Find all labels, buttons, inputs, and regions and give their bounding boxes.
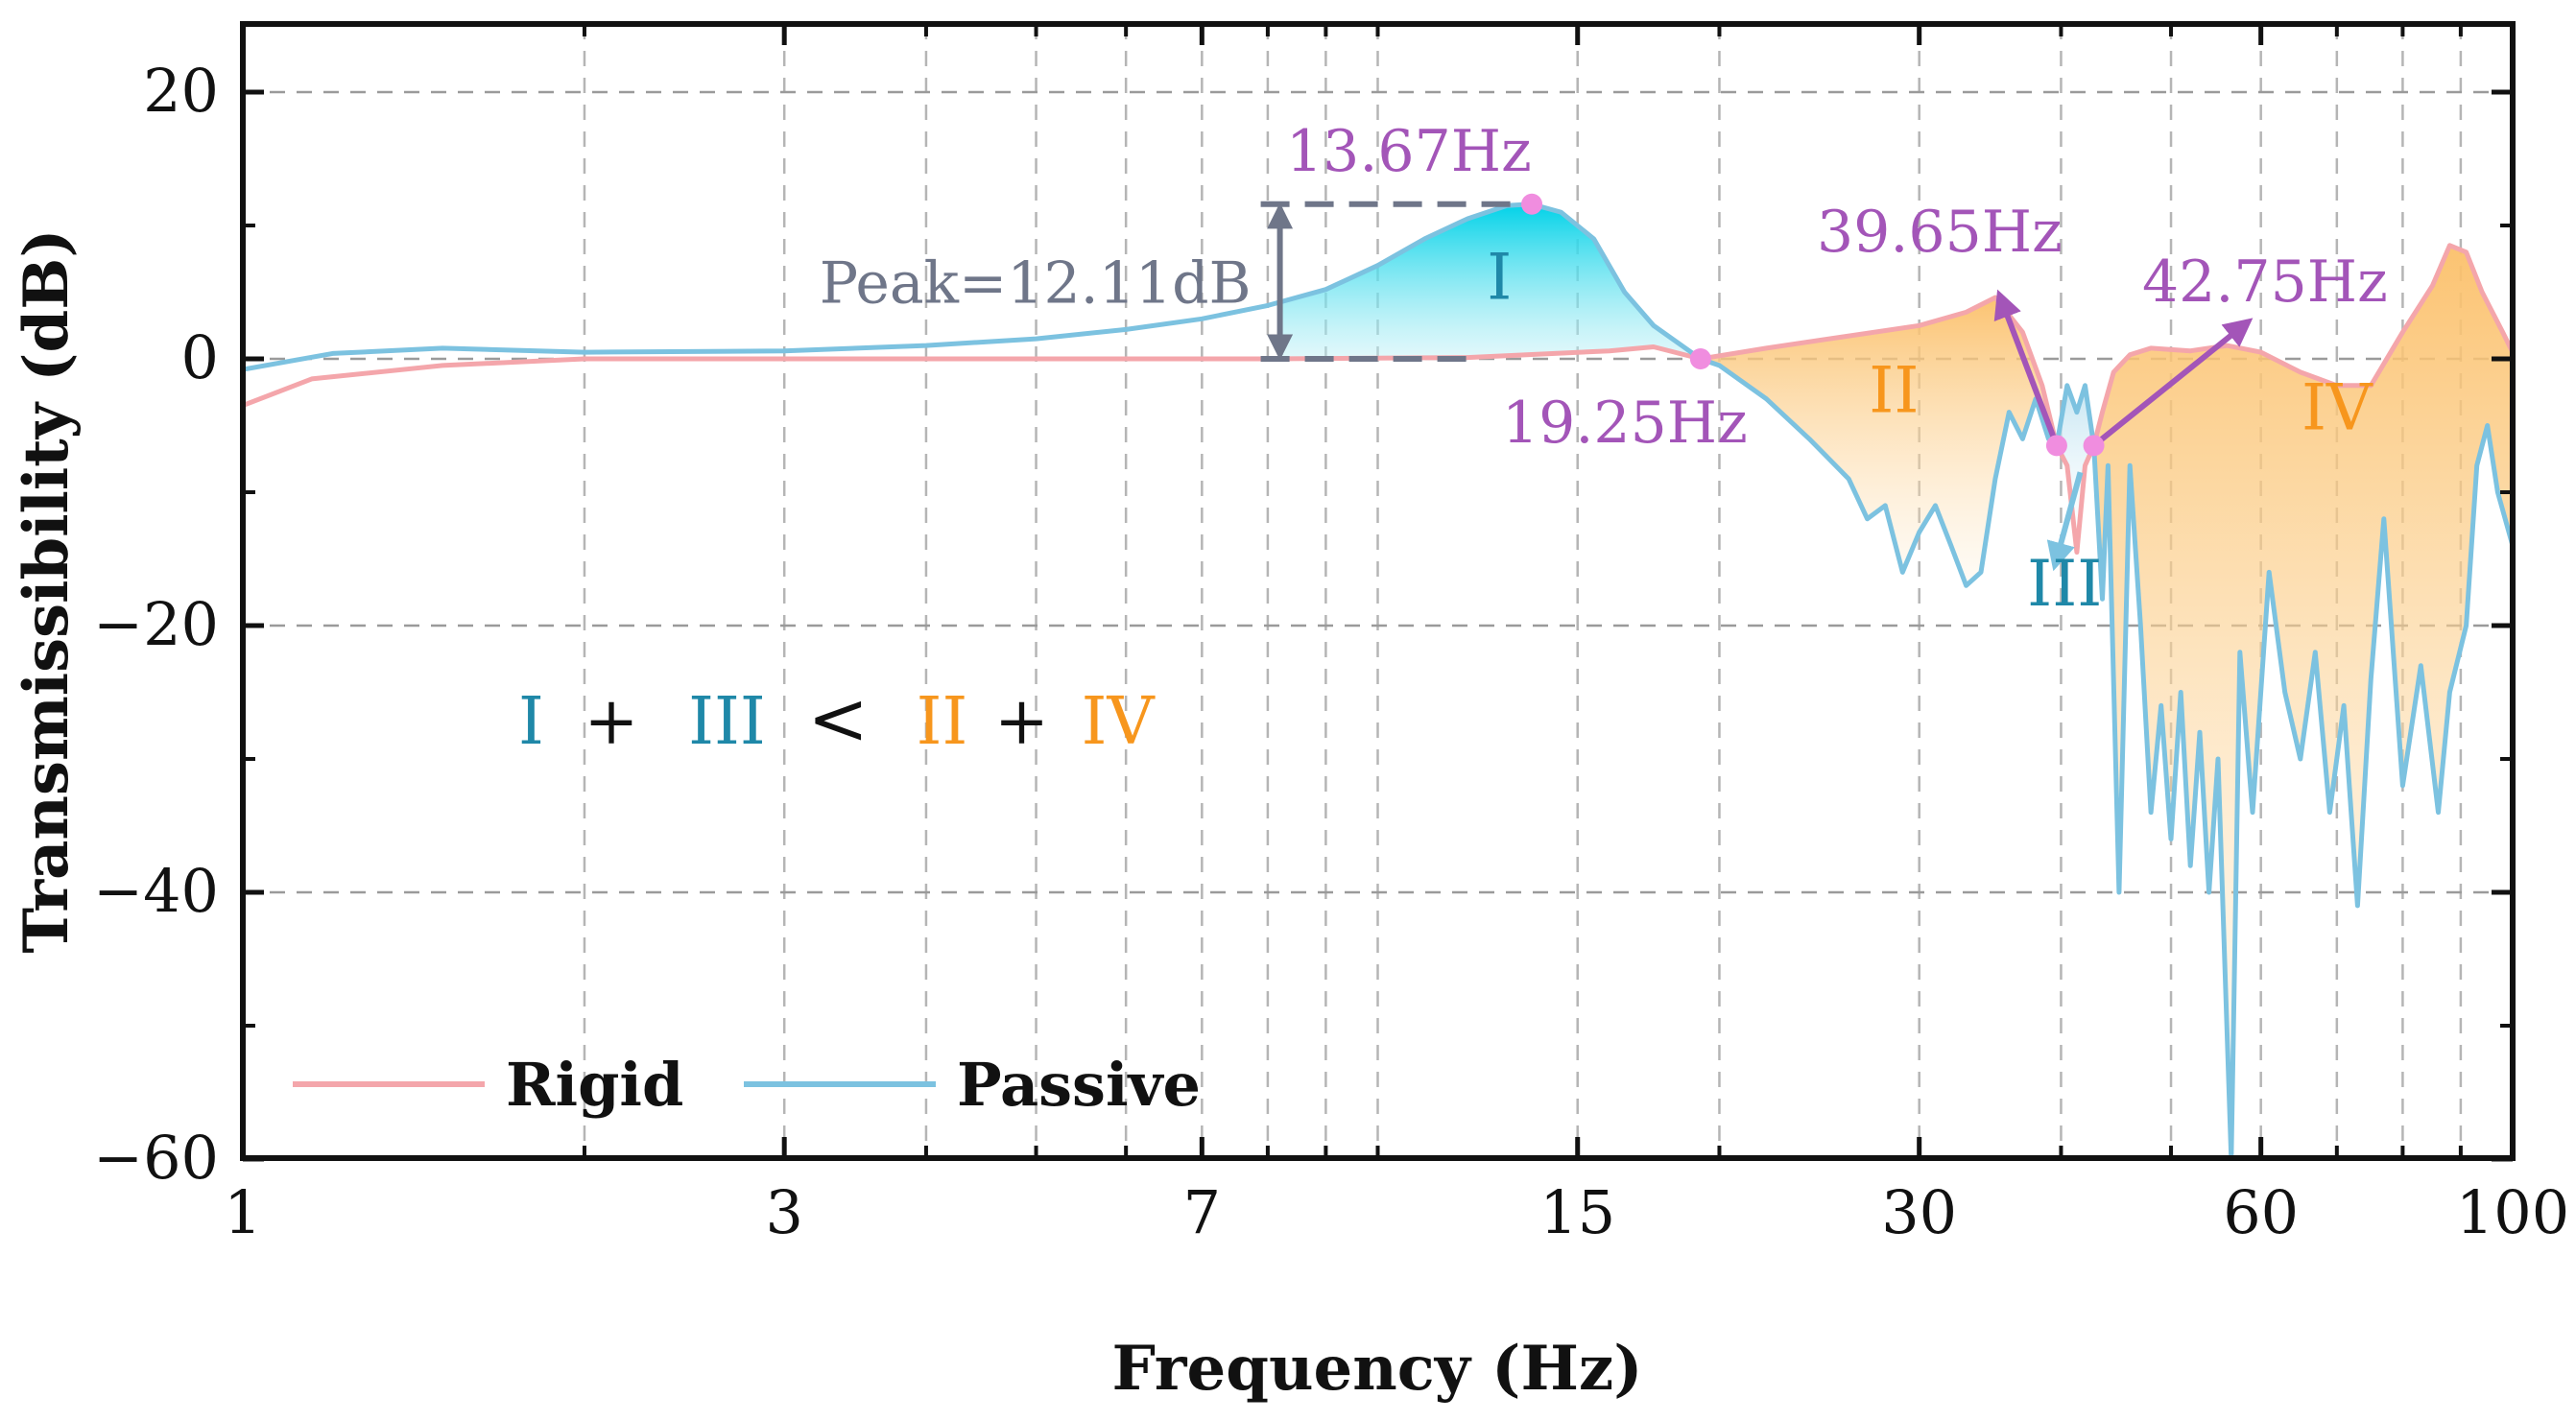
ineq-term-II: II xyxy=(917,684,968,760)
y-tick-label-neg60: −60 xyxy=(93,1123,219,1193)
ineq-term-I: I xyxy=(518,684,544,760)
arrow-42-75hz xyxy=(2091,318,2254,448)
region-label-IV: IV xyxy=(2302,371,2373,445)
arrow-39-65hz xyxy=(1993,289,2060,447)
marker-label-19-25hz: 19.25Hz xyxy=(1502,390,1748,457)
marker-42-75hz xyxy=(2083,435,2105,457)
marker-13-67hz xyxy=(1521,193,1543,215)
region-IV-area xyxy=(2093,245,2513,1158)
shaded-regions xyxy=(1279,203,2513,1158)
marker-39-65hz xyxy=(2045,435,2067,457)
x-tick-label-3: 3 xyxy=(765,1177,802,1247)
marker-19-25hz xyxy=(1689,348,1711,369)
region-labels: I II III IV xyxy=(1487,240,2373,621)
y-tick-labels: 20 0 −20 −40 −60 xyxy=(93,56,219,1193)
y-axis-title: Transmissibility (dB) xyxy=(11,228,83,953)
x-tick-labels: 1 3 7 15 30 60 100 xyxy=(224,1177,2569,1247)
region-label-I: I xyxy=(1487,240,1512,314)
x-tick-label-1: 1 xyxy=(224,1177,261,1247)
frequency-markers: 13.67Hz 19.25Hz 39.65Hz 42.75Hz xyxy=(1286,118,2388,457)
ineq-less-than: < xyxy=(807,675,869,761)
ineq-plus-2: + xyxy=(994,684,1049,760)
region-III-area xyxy=(2056,385,2094,553)
inequality-expression: I + III < II + IV xyxy=(518,675,1156,761)
x-axis-title: Frequency (Hz) xyxy=(1111,1333,1642,1405)
ineq-plus-1: + xyxy=(584,684,639,760)
region-label-III: III xyxy=(2027,547,2102,621)
marker-label-39-65hz: 39.65Hz xyxy=(1817,199,2063,266)
legend-label-passive: Passive xyxy=(957,1050,1201,1120)
frequency-arrows xyxy=(1993,289,2254,572)
axis-ticks xyxy=(240,24,2516,1162)
x-tick-label-60: 60 xyxy=(2223,1177,2299,1247)
arrow-region-III xyxy=(2046,471,2084,572)
legend-label-rigid: Rigid xyxy=(506,1050,683,1120)
x-tick-label-7: 7 xyxy=(1183,1177,1221,1247)
marker-label-42-75hz: 42.75Hz xyxy=(2142,249,2388,316)
marker-label-13-67hz: 13.67Hz xyxy=(1286,118,1532,185)
ineq-term-III: III xyxy=(688,684,766,760)
y-tick-label-neg20: −20 xyxy=(93,589,219,659)
peak-annotation: Peak=12.11dB xyxy=(820,201,1533,362)
peak-label: Peak=12.11dB xyxy=(820,249,1252,317)
region-label-II: II xyxy=(1869,354,1919,428)
region-II-area xyxy=(1700,297,2057,586)
ineq-term-IV: IV xyxy=(1082,684,1157,760)
y-tick-label-20: 20 xyxy=(143,56,219,126)
y-tick-label-neg40: −40 xyxy=(93,856,219,926)
x-tick-label-100: 100 xyxy=(2456,1177,2569,1247)
y-tick-label-0: 0 xyxy=(181,322,219,392)
legend: Rigid Passive xyxy=(293,1050,1201,1120)
x-tick-label-30: 30 xyxy=(1881,1177,1957,1247)
x-tick-label-15: 15 xyxy=(1539,1177,1615,1247)
